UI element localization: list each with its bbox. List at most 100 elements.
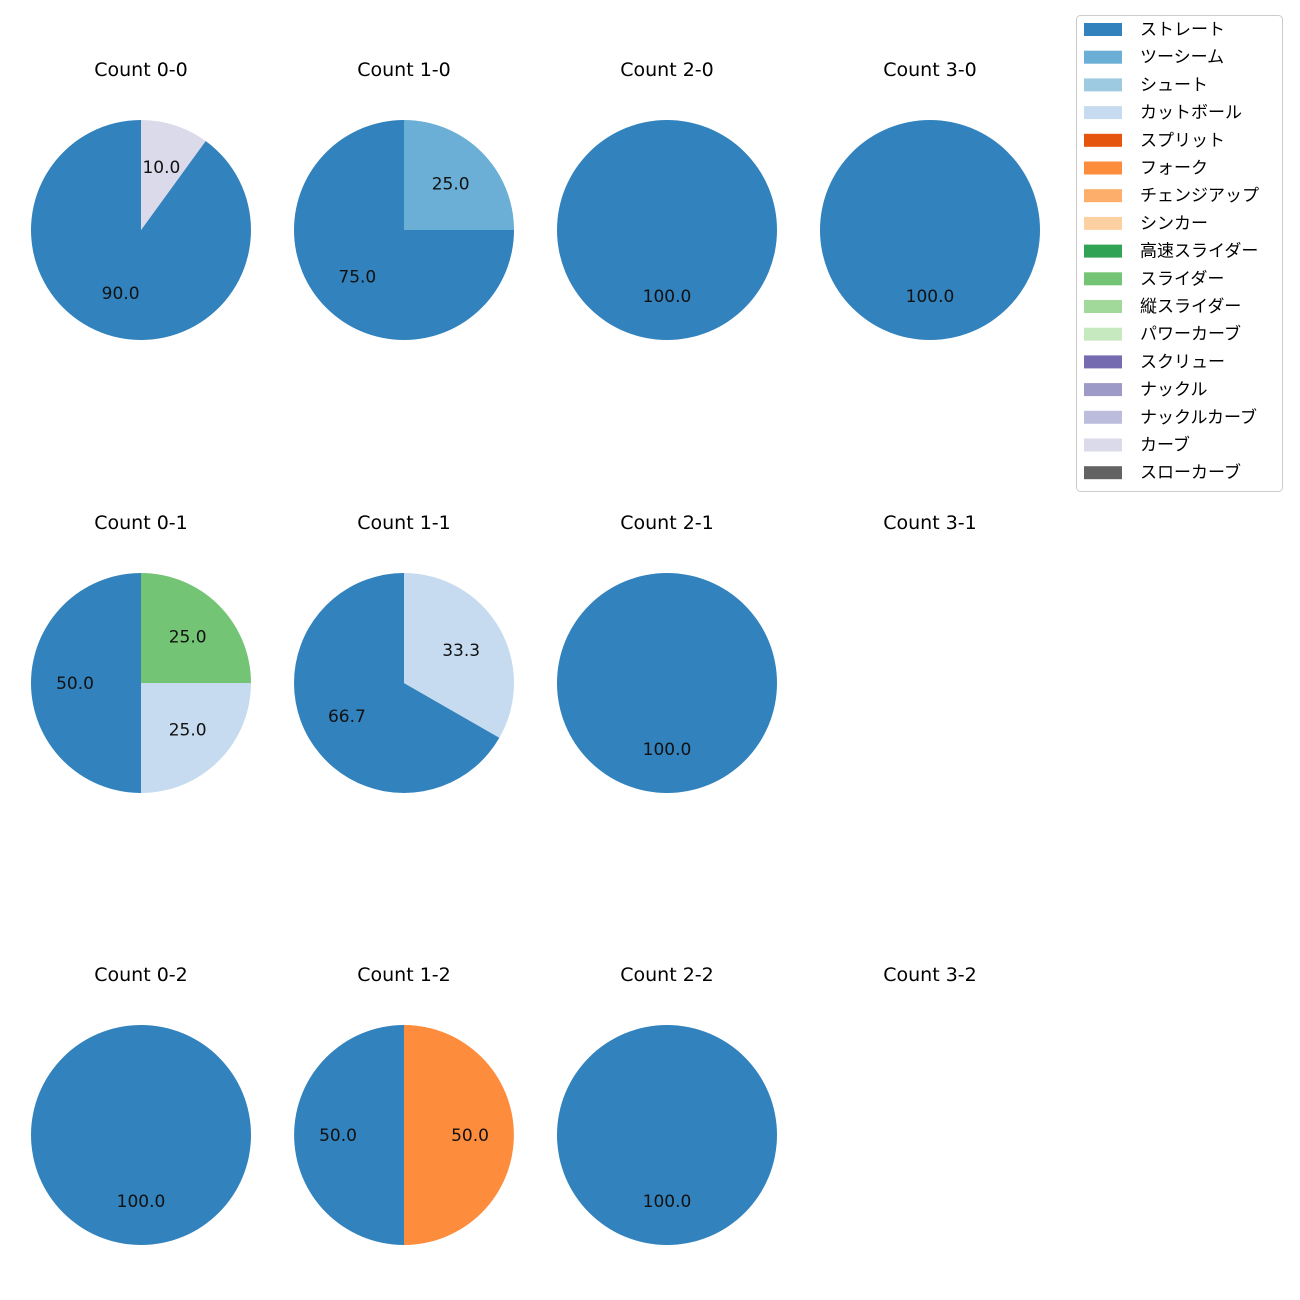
legend-label: スプリット	[1140, 131, 1225, 151]
legend-swatch	[1084, 383, 1122, 397]
pie-title: Count 0-1	[94, 512, 188, 534]
legend-label: ストレート	[1140, 20, 1225, 40]
pie-slice	[294, 1025, 404, 1245]
legend-swatch	[1084, 355, 1122, 369]
pie-slice	[404, 120, 514, 230]
legend-item: カットボール	[1084, 103, 1242, 123]
legend-item: 縦スライダー	[1084, 297, 1241, 317]
legend-item: スクリュー	[1084, 352, 1225, 372]
pie-slice-label: 25.0	[169, 627, 207, 647]
pie-count-1-2: Count 1-2 50.0 50.0	[294, 964, 514, 1245]
legend-label: スローカーブ	[1140, 462, 1241, 483]
legend-item: 高速スライダー	[1084, 242, 1258, 262]
pie-count-3-1: Count 3-1	[883, 512, 977, 534]
pie-slice	[141, 683, 251, 793]
pie-slice-label: 50.0	[451, 1126, 489, 1146]
pie-slice	[141, 120, 206, 230]
pie-slice-label: 10.0	[142, 158, 180, 178]
pie-title: Count 3-1	[883, 512, 977, 534]
legend-label: スライダー	[1140, 269, 1224, 289]
pie-count-0-2: Count 0-2 100.0	[31, 964, 251, 1245]
pie-slice	[31, 1025, 251, 1245]
legend-swatch	[1084, 50, 1122, 64]
pie-count-2-2: Count 2-2 100.0	[557, 964, 777, 1245]
pie-count-1-1: Count 1-1 66.7 33.3	[293, 512, 514, 793]
pie-slice-label: 100.0	[643, 740, 692, 760]
pie-title: Count 3-0	[883, 59, 977, 81]
legend: ストレートツーシームシュートカットボールスプリットフォークチェンジアップシンカー…	[1076, 15, 1283, 492]
legend-label: チェンジアップ	[1140, 186, 1259, 206]
legend-swatch	[1084, 438, 1122, 452]
legend-item: ストレート	[1084, 20, 1225, 40]
pie-count-0-0: Count 0-0 90.0 10.0	[30, 59, 252, 340]
pie-slice-label: 100.0	[643, 1192, 692, 1212]
legend-swatch	[1084, 23, 1122, 36]
pie-slice-label: 90.0	[102, 284, 140, 304]
legend-label: ツーシーム	[1140, 48, 1224, 68]
pie-title: Count 2-0	[620, 59, 714, 81]
legend-swatch	[1084, 466, 1122, 480]
pie-slice	[31, 573, 141, 793]
legend-swatch	[1084, 300, 1122, 313]
pie-slice	[557, 1025, 777, 1245]
pie-slice-label: 33.3	[442, 641, 480, 661]
legend-label: カットボール	[1140, 103, 1242, 123]
pie-slice	[404, 1025, 514, 1245]
pie-count-2-0: Count 2-0 100.0	[557, 59, 777, 340]
pie-slice-label: 100.0	[906, 287, 955, 307]
legend-swatch	[1084, 133, 1122, 147]
pie-slice-label: 25.0	[432, 174, 470, 194]
pie-title: Count 0-0	[94, 59, 188, 81]
pie-count-0-1: Count 0-1 50.0 25.0 25.0	[31, 512, 251, 793]
pie-count-3-2: Count 3-2	[883, 964, 977, 986]
pie-slice-label: 66.7	[328, 707, 366, 727]
legend-label: フォーク	[1140, 159, 1208, 179]
pie-slice	[293, 573, 500, 793]
legend-swatch	[1084, 78, 1122, 92]
legend-label: スクリュー	[1140, 352, 1225, 372]
pie-title: Count 1-1	[357, 512, 451, 534]
legend-swatch	[1084, 327, 1122, 341]
legend-item: ツーシーム	[1084, 48, 1224, 68]
legend-label: 縦スライダー	[1140, 297, 1241, 317]
legend-item: スライダー	[1084, 269, 1224, 289]
pie-title: Count 1-2	[357, 964, 451, 986]
pie-slice	[141, 573, 251, 683]
legend-item: スローカーブ	[1084, 462, 1241, 483]
pie-count-3-0: Count 3-0 100.0	[820, 59, 1040, 340]
pie-slice-label: 100.0	[643, 287, 692, 307]
pie-slice-label: 100.0	[117, 1192, 166, 1212]
pie-slice	[820, 120, 1040, 340]
pie-slice-label: 50.0	[56, 674, 94, 694]
pie-title: Count 0-2	[94, 964, 188, 986]
pie-count-1-0: Count 1-0 75.0 25.0	[294, 59, 514, 340]
pie-slice	[557, 120, 777, 340]
pie-slice-label: 25.0	[169, 721, 207, 741]
legend-item: ナックルカーブ	[1084, 407, 1257, 428]
pie-count-2-1: Count 2-1 100.0	[557, 512, 777, 793]
legend-label: シンカー	[1140, 214, 1208, 234]
legend-swatch	[1084, 189, 1122, 203]
pie-slice-label: 75.0	[338, 268, 376, 288]
legend-item: スプリット	[1084, 131, 1225, 151]
legend-label: ナックル	[1140, 380, 1208, 400]
legend-item: フォーク	[1084, 159, 1208, 179]
legend-swatch	[1084, 272, 1122, 286]
legend-item: カーブ	[1084, 435, 1190, 456]
legend-label: ナックルカーブ	[1140, 407, 1257, 428]
pie-title: Count 3-2	[883, 964, 977, 986]
pie-slice	[404, 573, 514, 738]
legend-label: パワーカーブ	[1140, 324, 1241, 345]
legend-label: カーブ	[1140, 435, 1190, 456]
legend-item: チェンジアップ	[1084, 186, 1259, 206]
legend-label: シュート	[1140, 75, 1208, 95]
legend-swatch	[1084, 106, 1122, 120]
legend-swatch	[1084, 410, 1122, 424]
pie-title: Count 2-1	[620, 512, 714, 534]
pie-slice-label: 50.0	[319, 1126, 357, 1146]
legend-swatch	[1084, 244, 1122, 258]
legend-swatch	[1084, 216, 1122, 230]
legend-item: パワーカーブ	[1084, 324, 1241, 345]
